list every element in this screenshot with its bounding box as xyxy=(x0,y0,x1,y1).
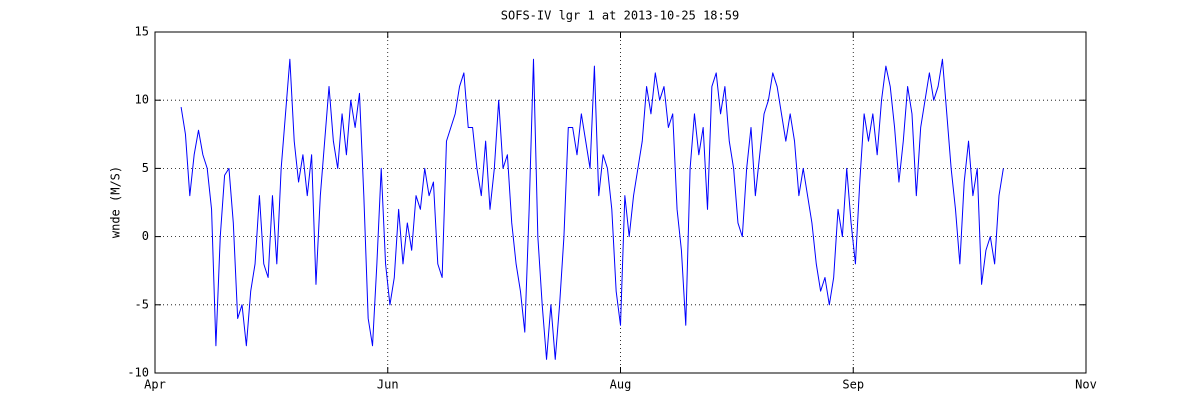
data-line xyxy=(180,58,1004,360)
x-tick-label: Jun xyxy=(377,378,399,392)
y-tick-label: 10 xyxy=(135,93,149,107)
plot-area xyxy=(180,58,1004,360)
y-axis-label: wnde (M/S) xyxy=(109,166,123,238)
y-tick-label: 5 xyxy=(142,161,149,175)
y-tick-label: 0 xyxy=(142,229,149,243)
y-tick-label: 15 xyxy=(135,25,149,39)
x-tick-label: Sep xyxy=(842,378,864,392)
x-tick-label: Apr xyxy=(144,378,166,392)
chart-title: SOFS-IV lgr 1 at 2013-10-25 18:59 xyxy=(501,9,739,23)
y-tick-label: -5 xyxy=(135,297,149,311)
x-tick-label: Aug xyxy=(610,378,632,392)
x-tick-label: Nov xyxy=(1075,378,1097,392)
y-tick-label: -10 xyxy=(127,366,149,380)
